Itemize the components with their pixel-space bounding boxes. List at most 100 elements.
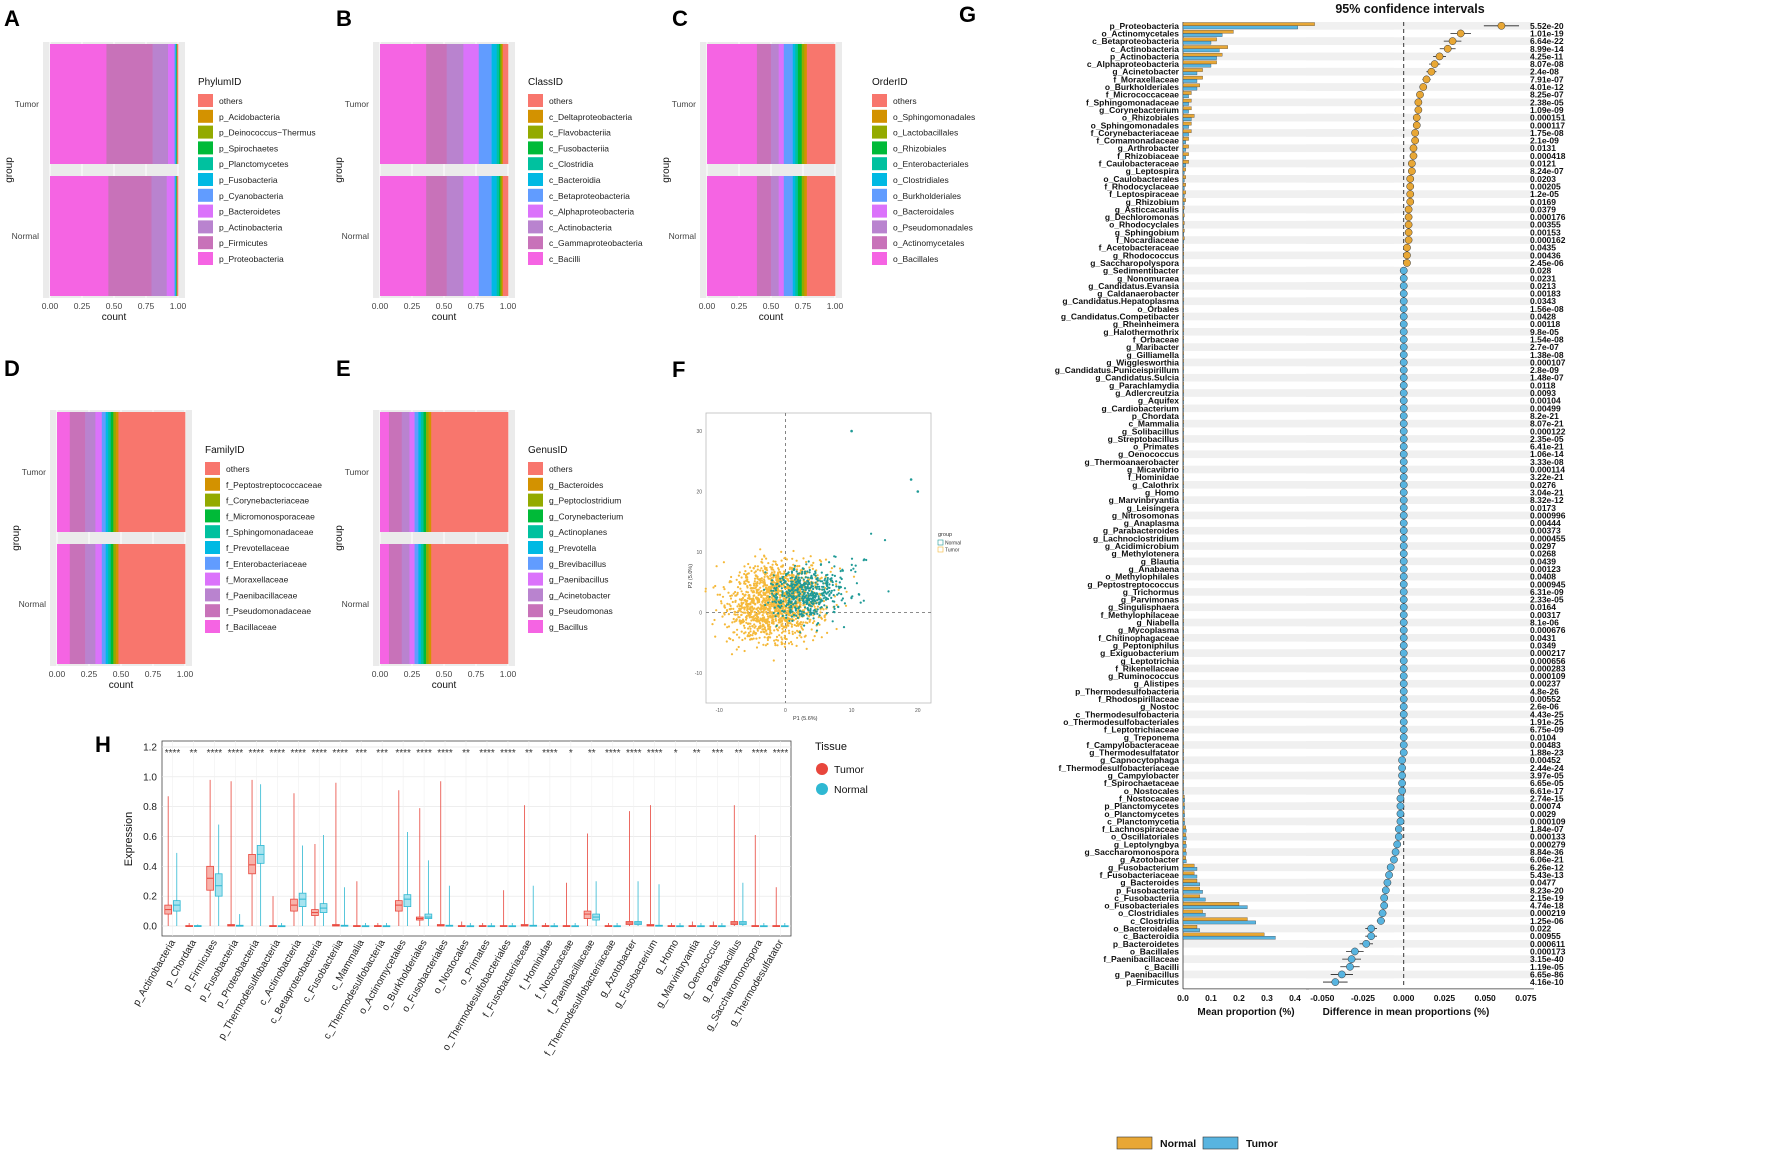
tumor-point [788, 617, 791, 620]
legend-swatch [528, 620, 543, 633]
tumor-point [740, 599, 743, 602]
tumor-bar [1182, 683, 1184, 688]
tumor-point [746, 585, 749, 588]
p-value: 0.0029 [1530, 809, 1556, 819]
legend-swatch [528, 556, 543, 570]
row-stripe [1306, 419, 1534, 428]
tumor-point [755, 596, 758, 599]
tumor-point [759, 569, 762, 572]
ci-point [1414, 98, 1423, 107]
p-value: 6.31e-09 [1530, 587, 1564, 597]
stack-segment [152, 44, 169, 164]
tumor-point [741, 618, 745, 621]
normal-bar [1182, 596, 1184, 600]
normal-point [787, 571, 790, 574]
tumor-point [769, 577, 773, 580]
ci-point [1399, 458, 1408, 466]
tumor-point [774, 576, 778, 579]
stack-segment [175, 176, 177, 296]
tumor-point [824, 558, 828, 561]
tumor-bar [1182, 247, 1184, 252]
tumor-bar [1182, 171, 1185, 175]
normal-point [808, 571, 811, 574]
tumor-point [767, 598, 770, 602]
tumor-point [766, 584, 769, 587]
normal-point [812, 573, 816, 576]
legend-entry: g_Acinetobacter [549, 590, 611, 600]
p-value: 8.07e-08 [1530, 59, 1564, 69]
normal-point [780, 582, 784, 586]
tumor-point [822, 608, 825, 611]
legend-entry: p_Actinobacteria [219, 222, 283, 232]
significance-stars: * [569, 748, 573, 759]
row-stripe [1183, 328, 1394, 336]
normal-point [811, 594, 814, 597]
legend-swatch [872, 236, 887, 250]
normal-point [803, 592, 806, 595]
tumor-point [752, 567, 755, 570]
row-stripe [1183, 771, 1394, 780]
row-stripe [1306, 588, 1534, 596]
tumor-point [735, 594, 738, 597]
row-stripe [1183, 481, 1394, 489]
tumor-bar [1182, 71, 1198, 76]
tumor-point [749, 630, 752, 633]
row-stripe [1183, 909, 1394, 918]
p-value: 0.0121 [1530, 159, 1556, 169]
p-value: 3.15e-40 [1530, 954, 1564, 964]
taxon-label: g_Saccharopolyspora [1090, 258, 1179, 268]
legend-entry: c_Actinobacteria [549, 222, 612, 232]
legend-swatch [198, 157, 213, 171]
tumor-point [740, 610, 743, 613]
ci-point [1399, 503, 1408, 512]
tumor-bar [1182, 729, 1184, 733]
stack-segment [414, 412, 419, 532]
normal-point [787, 603, 790, 606]
row-stripe [1306, 695, 1534, 703]
normal-point [763, 588, 766, 591]
x-tick-label: -0.025 [1351, 993, 1375, 1003]
normal-bar [1182, 435, 1184, 439]
group-tick-label: Tumor [22, 467, 46, 477]
normal-bar [1182, 297, 1184, 302]
stack-segment [431, 544, 509, 664]
tumor-point [755, 591, 758, 594]
normal-point [772, 611, 775, 615]
tumor-point [774, 560, 777, 563]
stack-segment [806, 176, 836, 296]
legend-entry: g_Prevotella [549, 543, 597, 553]
tumor-point [810, 564, 813, 567]
normal-point [806, 617, 809, 620]
normal-point [812, 587, 815, 591]
stack-segment [95, 412, 103, 532]
taxon-label: g_Peptostreptococcus [1087, 579, 1179, 589]
tumor-point [759, 624, 762, 627]
normal-bar [1182, 603, 1184, 608]
row-stripe [1306, 940, 1534, 948]
tumor-point [813, 620, 816, 623]
legend-entry: Normal [834, 784, 868, 796]
tumor-point [805, 560, 808, 564]
tumor-point [779, 617, 782, 620]
stack-segment [797, 176, 803, 296]
tumor-point [774, 644, 777, 647]
normal-point [826, 588, 829, 591]
normal-point [823, 588, 826, 591]
legend-entry: c_Alphaproteobacteria [549, 207, 634, 217]
normal-point [788, 592, 791, 596]
taxon-label: f_Leptotrichiaceae [1104, 725, 1179, 735]
tumor-point [845, 590, 848, 593]
normal-point [803, 601, 806, 604]
ci-point [1383, 878, 1392, 887]
stack-segment [801, 176, 805, 296]
tumor-point [838, 567, 842, 570]
stack-segment [118, 412, 186, 532]
row-stripe [1306, 848, 1534, 856]
taxon-label: o_Bacteroidales [1113, 924, 1179, 934]
tumor-point [744, 611, 747, 614]
normal-point [828, 586, 831, 590]
p-value: 0.00483 [1530, 740, 1561, 750]
normal-point [808, 589, 811, 592]
ci-point [1399, 664, 1408, 673]
significance-stars: **** [647, 748, 663, 759]
